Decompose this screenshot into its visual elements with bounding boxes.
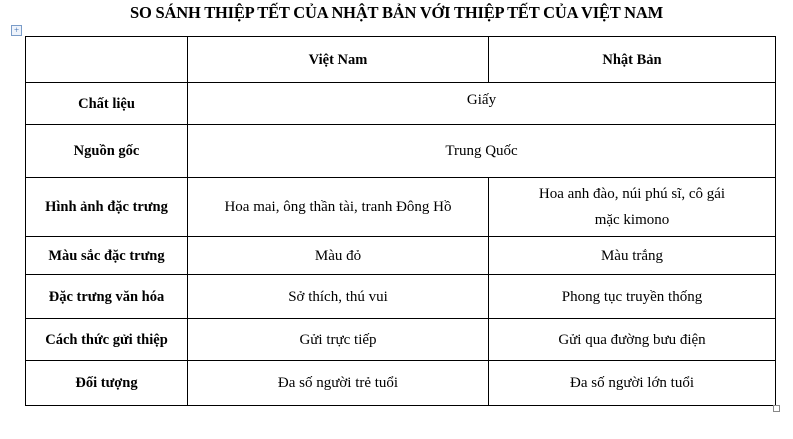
merged-cell: Trung Quốc [187, 124, 776, 178]
header-cell-japan: Nhật Bản [488, 36, 776, 83]
table-row: Chất liệu Giấy [25, 82, 776, 125]
merged-cell: Giấy [187, 82, 776, 125]
row-label: Đặc trưng văn hóa [25, 274, 188, 319]
japan-cell: Đa số người lớn tuổi [488, 360, 776, 406]
row-label: Hình ảnh đặc trưng [25, 177, 188, 237]
japan-cell: Gửi qua đường bưu điện [488, 318, 776, 361]
vietnam-cell: Sở thích, thú vui [187, 274, 489, 319]
japan-cell: Phong tục truyền thống [488, 274, 776, 319]
vietnam-cell: Màu đỏ [187, 236, 489, 275]
table-row: Hình ảnh đặc trưng Hoa mai, ông thần tài… [25, 177, 776, 237]
table-header-row: Việt Nam Nhật Bản [25, 36, 776, 83]
header-cell-vietnam: Việt Nam [187, 36, 489, 83]
vietnam-cell: Hoa mai, ông thần tài, tranh Đông Hồ [187, 177, 489, 237]
japan-cell: Hoa anh đào, núi phú sĩ, cô gái mặc kimo… [488, 177, 776, 237]
row-label: Chất liệu [25, 82, 188, 125]
page-title: SO SÁNH THIỆP TẾT CỦA NHẬT BẢN VỚI THIỆP… [130, 3, 663, 22]
row-label: Đối tượng [25, 360, 188, 406]
table-resize-handle[interactable] [773, 405, 780, 412]
comparison-table: Việt Nam Nhật Bản Chất liệu Giấy Nguồn g… [25, 36, 776, 406]
table-row: Cách thức gửi thiệp Gửi trực tiếp Gửi qu… [25, 318, 776, 361]
row-label: Cách thức gửi thiệp [25, 318, 188, 361]
vietnam-cell: Gửi trực tiếp [187, 318, 489, 361]
header-cell-empty [25, 36, 188, 83]
vietnam-cell: Đa số người trẻ tuổi [187, 360, 489, 406]
table-row: Đối tượng Đa số người trẻ tuổi Đa số ngư… [25, 360, 776, 406]
move-handle-icon[interactable]: + [11, 25, 22, 36]
row-label: Nguồn gốc [25, 124, 188, 178]
japan-cell: Màu trắng [488, 236, 776, 275]
table-row: Nguồn gốc Trung Quốc [25, 124, 776, 178]
table-row: Đặc trưng văn hóa Sở thích, thú vui Phon… [25, 274, 776, 319]
row-label: Màu sắc đặc trưng [25, 236, 188, 275]
table-row: Màu sắc đặc trưng Màu đỏ Màu trắng [25, 236, 776, 275]
